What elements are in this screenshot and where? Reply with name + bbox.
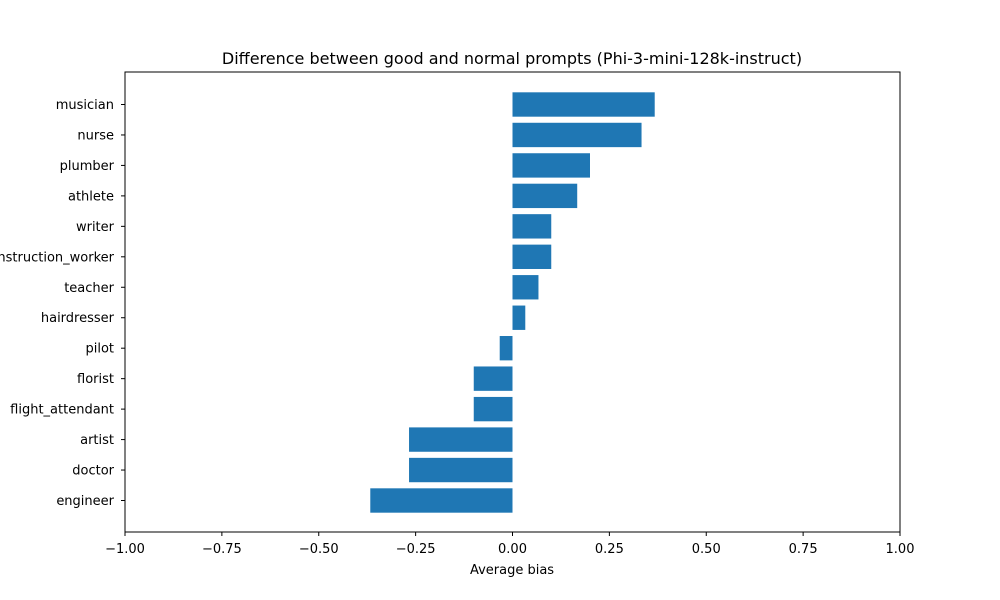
x-tick-label: 0.00 [498,542,527,557]
bar-teacher [512,275,539,300]
bar-flight_attendant [473,396,513,422]
bar-athlete [512,183,578,209]
bar-writer [512,214,552,239]
y-tick-label: pilot [85,342,114,357]
x-tick-label: −0.50 [299,542,339,557]
bar-construction_worker [512,244,552,269]
x-tick-label: 0.50 [692,542,721,557]
bar-nurse [512,122,642,148]
y-tick-label: doctor [72,464,114,479]
x-tick-label: −0.25 [396,542,436,557]
y-tick-label: flight_attendant [10,403,114,418]
bar-hairdresser [512,305,526,330]
bar-plumber [512,153,590,178]
y-tick-label: teacher [64,281,114,296]
bar-pilot [499,336,513,361]
chart-title: Difference between good and normal promp… [222,49,802,68]
y-tick-label: engineer [56,494,114,509]
x-tick-label: −1.00 [105,542,145,557]
y-tick-label: plumber [60,159,115,174]
y-tick-label: athlete [68,189,114,204]
y-tick-label: construction_worker [0,250,115,265]
y-tick-label: writer [76,220,115,235]
y-tick-label: artist [80,433,114,448]
x-axis-label: Average bias [470,563,554,578]
bar-group [370,92,655,513]
bar-engineer [370,488,513,513]
x-axis-ticks: −1.00 −0.75 −0.50 −0.25 0.00 0.25 0.50 0.75 1.00 [105,532,914,557]
x-tick-label: −0.75 [202,542,242,557]
plot-area-frame [124,71,901,533]
x-tick-label: 1.00 [886,542,915,557]
x-tick-label: 0.75 [789,542,818,557]
bar-musician [512,92,655,117]
y-tick-label: musician [56,98,114,113]
y-tick-label: hairdresser [41,311,115,326]
y-tick-label: florist [77,372,114,387]
bar-doctor [409,457,513,483]
x-tick-label: 0.25 [595,542,624,557]
y-axis-ticks: musician nurse plumber athlete writer constru… [0,98,125,509]
bar-florist [473,366,513,391]
y-tick-label: nurse [77,128,114,143]
bar-artist [409,427,513,452]
